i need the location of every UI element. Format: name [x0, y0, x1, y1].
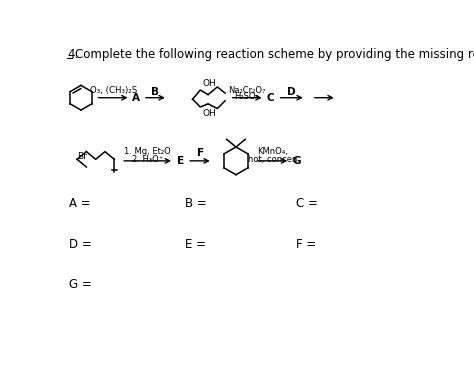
Text: KMnO₄,: KMnO₄,	[257, 147, 288, 156]
Text: G =: G =	[69, 278, 91, 291]
Text: C: C	[266, 93, 274, 103]
Text: A: A	[132, 93, 140, 103]
Text: A =: A =	[69, 197, 90, 210]
Text: 1. Mg, Et₂O: 1. Mg, Et₂O	[124, 147, 171, 156]
Text: H₂SO₄: H₂SO₄	[234, 92, 259, 101]
Text: 4.: 4.	[67, 48, 78, 61]
Text: E: E	[177, 156, 184, 166]
Text: OH: OH	[203, 109, 217, 118]
Text: OH: OH	[203, 79, 217, 88]
Text: O₃, (CH₃)₂S: O₃, (CH₃)₂S	[90, 86, 137, 95]
Text: B =: B =	[185, 197, 207, 210]
Text: F: F	[197, 148, 204, 158]
Text: E =: E =	[185, 237, 206, 251]
Text: F =: F =	[296, 237, 316, 251]
Text: D =: D =	[69, 237, 91, 251]
Text: D: D	[287, 87, 296, 96]
Text: G: G	[292, 156, 301, 166]
Text: C =: C =	[296, 197, 318, 210]
Text: Na₂Cr₂O₇: Na₂Cr₂O₇	[228, 85, 265, 94]
Text: Complete the following reaction scheme by providing the missing reagents or inte: Complete the following reaction scheme b…	[75, 48, 474, 61]
Text: 2. H₃O⁺: 2. H₃O⁺	[132, 155, 163, 164]
Text: hot, concen: hot, concen	[248, 155, 297, 164]
Text: B: B	[151, 87, 159, 96]
Text: Br: Br	[77, 152, 87, 161]
